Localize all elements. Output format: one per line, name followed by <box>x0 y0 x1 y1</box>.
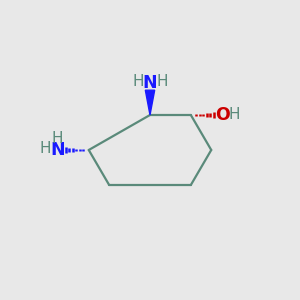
Text: H: H <box>52 131 63 146</box>
Text: H: H <box>157 74 168 89</box>
Text: H: H <box>229 107 240 122</box>
Polygon shape <box>145 90 155 115</box>
Text: N: N <box>143 74 157 92</box>
Text: O: O <box>215 106 230 124</box>
Text: N: N <box>50 141 65 159</box>
Text: H: H <box>40 141 51 156</box>
Text: H: H <box>132 74 143 89</box>
